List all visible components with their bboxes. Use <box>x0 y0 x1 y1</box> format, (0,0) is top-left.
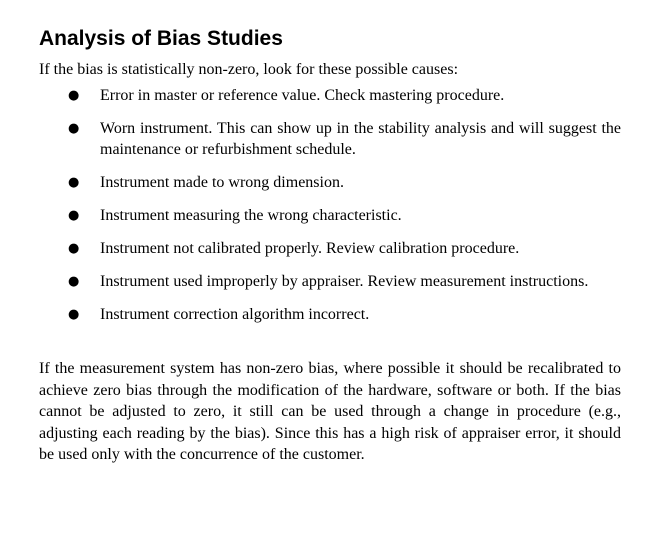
list-item-text: Instrument not calibrated properly. Revi… <box>100 240 520 257</box>
list-item-text: Error in master or reference value. Chec… <box>100 87 505 104</box>
bullet-icon: ● <box>68 241 80 256</box>
list-item: ● Instrument correction algorithm incorr… <box>39 304 621 325</box>
bullet-icon: ● <box>68 307 80 322</box>
bullet-icon: ● <box>68 175 80 190</box>
bullet-icon: ● <box>68 274 80 289</box>
list-item: ● Instrument measuring the wrong charact… <box>39 205 621 226</box>
bullet-icon: ● <box>68 208 80 223</box>
causes-list: ● Error in master or reference value. Ch… <box>39 85 621 325</box>
closing-paragraph: If the measurement system has non-zero b… <box>39 360 621 464</box>
bullet-icon: ● <box>68 121 80 136</box>
intro-paragraph: If the bias is statistically non-zero, l… <box>39 61 459 78</box>
list-item-text: Instrument measuring the wrong character… <box>100 207 402 224</box>
list-item: ● Error in master or reference value. Ch… <box>39 85 621 106</box>
section-heading: Analysis of Bias Studies <box>39 27 283 50</box>
list-item-text: Instrument used improperly by appraiser.… <box>100 273 589 290</box>
list-item: ● Instrument made to wrong dimension. <box>39 172 621 193</box>
list-item-text: Instrument correction algorithm incorrec… <box>100 306 370 323</box>
list-item: ● Worn instrument. This can show up in t… <box>39 118 621 160</box>
list-item-text: Worn instrument. This can show up in the… <box>100 120 621 158</box>
list-item-text: Instrument made to wrong dimension. <box>100 174 344 191</box>
list-item: ● Instrument used improperly by appraise… <box>39 271 621 292</box>
document-page: Analysis of Bias Studies If the bias is … <box>39 24 621 466</box>
list-item: ● Instrument not calibrated properly. Re… <box>39 238 621 259</box>
bullet-icon: ● <box>68 88 80 103</box>
